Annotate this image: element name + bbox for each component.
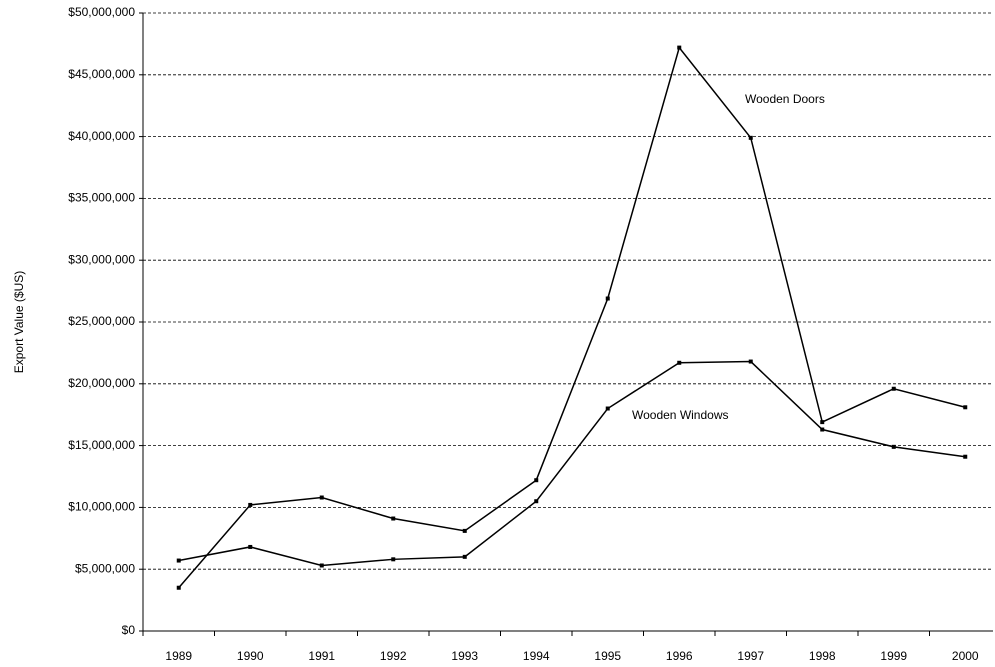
- point-marker: [319, 495, 324, 500]
- point-marker: [176, 558, 181, 563]
- x-tick-label: 1995: [594, 649, 621, 663]
- y-tick-label: $40,000,000: [68, 129, 135, 143]
- y-tick-label: $45,000,000: [68, 67, 135, 81]
- point-marker: [319, 563, 324, 568]
- point-marker: [248, 544, 253, 549]
- point-marker: [534, 499, 539, 504]
- point-marker: [605, 296, 610, 301]
- x-tick-label: 1997: [737, 649, 764, 663]
- y-tick-label: $5,000,000: [75, 561, 135, 575]
- point-marker: [534, 478, 539, 483]
- x-tick-label: 1994: [523, 649, 550, 663]
- point-marker: [748, 359, 753, 364]
- y-tick-label: $50,000,000: [68, 5, 135, 19]
- point-marker: [391, 516, 396, 521]
- y-tick-label: $15,000,000: [68, 438, 135, 452]
- point-marker: [963, 405, 968, 410]
- series-label: Wooden Doors: [745, 92, 825, 106]
- series-line: [178, 45, 966, 589]
- point-marker: [462, 528, 467, 533]
- y-tick-label: $0: [122, 623, 136, 637]
- y-tick-label: $35,000,000: [68, 191, 135, 205]
- x-tick-label: 2000: [952, 649, 979, 663]
- x-tick-label: 1998: [809, 649, 836, 663]
- point-marker: [820, 420, 825, 425]
- series-line: [178, 360, 966, 567]
- point-marker: [963, 454, 968, 459]
- point-marker: [677, 45, 682, 50]
- x-tick-label: 1992: [380, 649, 407, 663]
- x-tick-label: 1989: [165, 649, 192, 663]
- y-axis-label: Export Value ($US): [12, 271, 26, 374]
- point-marker: [820, 427, 825, 432]
- y-tick-label: $20,000,000: [68, 376, 135, 390]
- y-tick-label: $10,000,000: [68, 500, 135, 514]
- point-marker: [891, 386, 896, 391]
- series-label: Wooden Windows: [632, 408, 729, 422]
- y-tick-label: $25,000,000: [68, 314, 135, 328]
- point-marker: [391, 557, 396, 562]
- x-tick-label: 1993: [451, 649, 478, 663]
- point-marker: [248, 502, 253, 507]
- point-marker: [462, 554, 467, 559]
- x-tick-label: 1991: [308, 649, 335, 663]
- x-tick-label: 1999: [880, 649, 907, 663]
- point-marker: [891, 444, 896, 449]
- point-marker: [176, 585, 181, 590]
- point-marker: [605, 406, 610, 411]
- y-tick-label: $30,000,000: [68, 252, 135, 266]
- point-marker: [677, 360, 682, 365]
- x-tick-label: 1996: [666, 649, 693, 663]
- x-tick-label: 1990: [237, 649, 264, 663]
- point-marker: [748, 135, 753, 140]
